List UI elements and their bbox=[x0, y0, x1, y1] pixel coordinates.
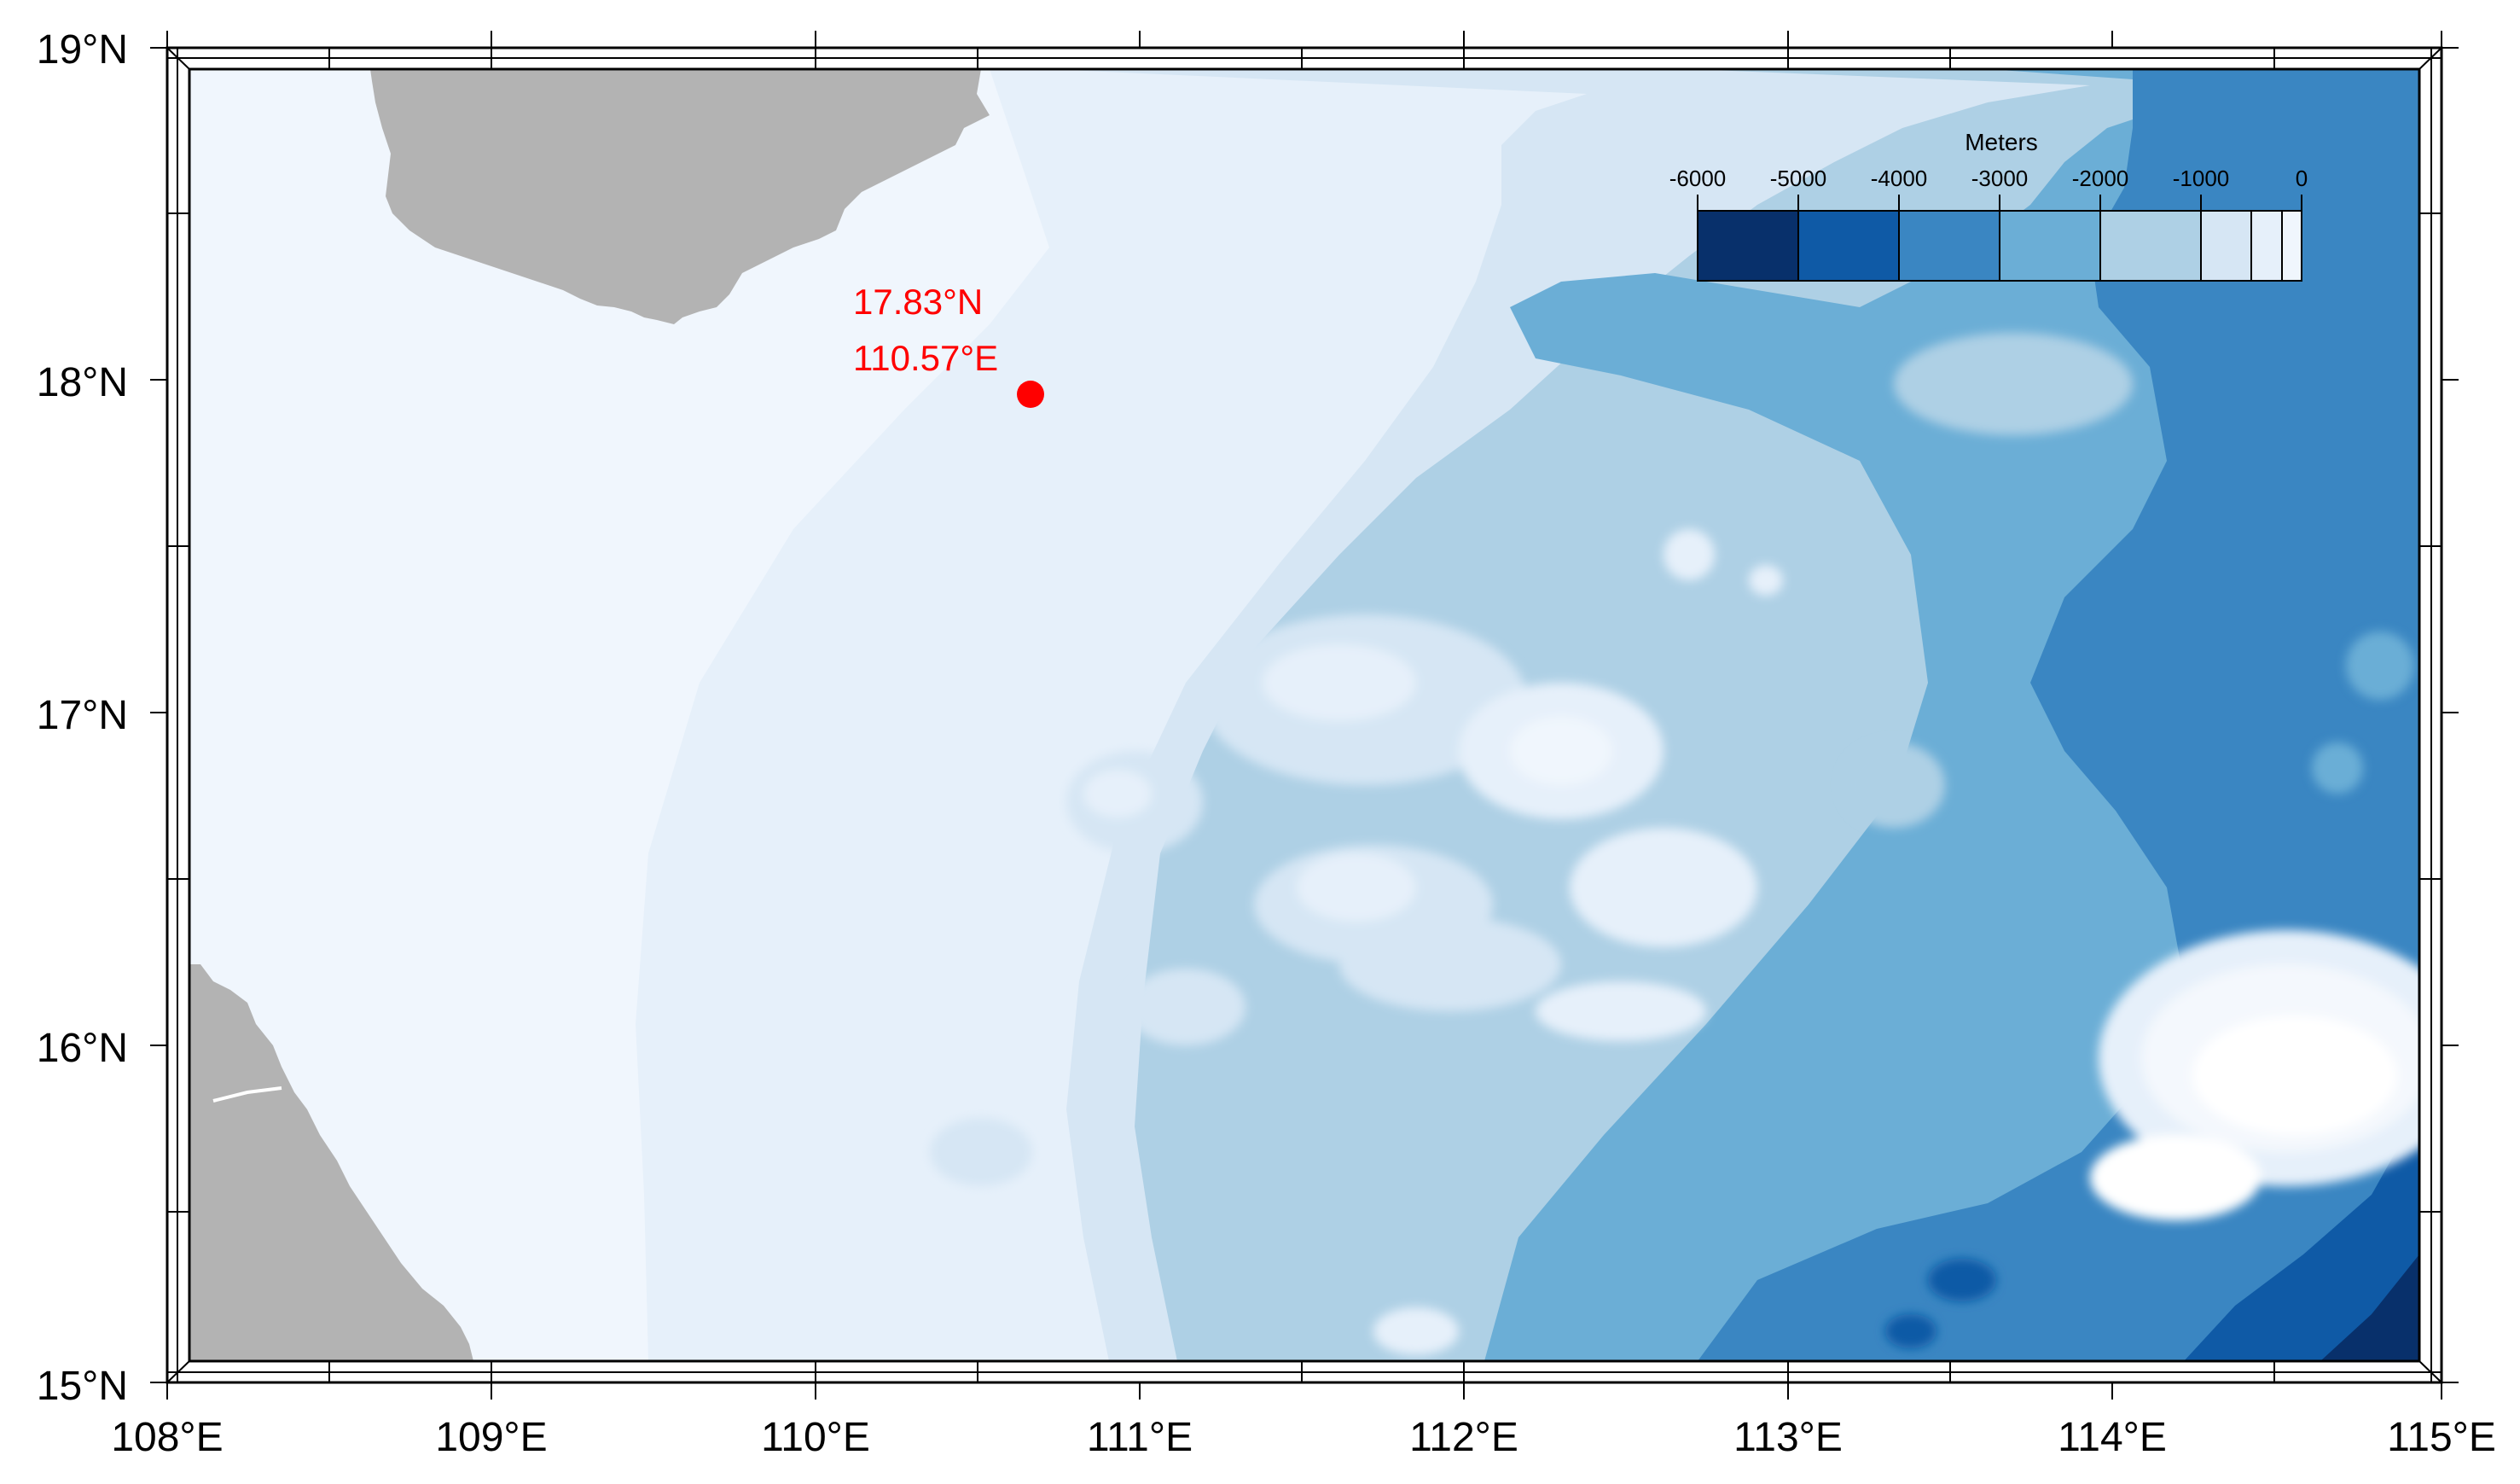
colorbar-bin-3 bbox=[1999, 210, 2101, 282]
colorbar-tick-label: -5000 bbox=[1770, 166, 1827, 191]
colorbar-tick-label: -4000 bbox=[1871, 166, 1928, 191]
lon-label-111: 111°E bbox=[1087, 1415, 1193, 1460]
colorbar-legend: Meters -6000 -5000 -4000 -3000 -2000 -10… bbox=[1669, 129, 2308, 282]
lon-label-115: 115°E bbox=[2387, 1415, 2496, 1460]
station-lat-label: 17.83°N bbox=[853, 282, 983, 322]
lat-label-15: 15°N bbox=[37, 1364, 128, 1409]
plateau-features bbox=[930, 333, 2419, 1355]
lon-label-113: 113°E bbox=[1733, 1415, 1843, 1460]
station-marker[interactable] bbox=[1017, 381, 1044, 408]
lon-label-110: 110°E bbox=[761, 1415, 870, 1460]
lon-label-112: 112°E bbox=[1409, 1415, 1518, 1460]
colorbar-tick-label: -2000 bbox=[2072, 166, 2129, 191]
colorbar-tick-label: 0 bbox=[2296, 166, 2308, 191]
colorbar-tick-label: -6000 bbox=[1669, 166, 1727, 191]
bathymetry-layer bbox=[189, 69, 2419, 1361]
colorbar-bin-4 bbox=[2099, 210, 2202, 282]
lat-label-16: 16°N bbox=[37, 1026, 128, 1071]
lat-label-19: 19°N bbox=[37, 27, 128, 73]
colorbar-tick-label: -1000 bbox=[2173, 166, 2230, 191]
latitude-labels: 19°N 18°N 17°N 16°N 15°N bbox=[37, 27, 128, 1409]
colorbar-ticks: -6000 -5000 -4000 -3000 -2000 -1000 0 bbox=[1669, 166, 2308, 191]
depth-band-5000 bbox=[2320, 1254, 2419, 1361]
colorbar-swatches bbox=[1697, 195, 2302, 282]
hainan-island bbox=[370, 69, 990, 324]
station-lon-label: 110.57°E bbox=[853, 338, 998, 378]
longitude-labels: 108°E 109°E 110°E 111°E 112°E 113°E 114°… bbox=[111, 1415, 2496, 1460]
vietnam-coast bbox=[189, 964, 473, 1361]
station-marker-group: 17.83°N 110.57°E bbox=[853, 282, 1044, 408]
colorbar-bin-2 bbox=[1898, 210, 2000, 282]
colorbar-bin-7 bbox=[2281, 210, 2302, 282]
depth-band-4000 bbox=[2184, 1109, 2419, 1361]
colorbar-tick-label: -3000 bbox=[1971, 166, 2029, 191]
lon-label-109: 109°E bbox=[435, 1415, 547, 1460]
lon-label-114: 114°E bbox=[2058, 1415, 2167, 1460]
map-frame bbox=[150, 31, 2459, 1400]
colorbar-title: Meters bbox=[1965, 129, 2038, 155]
colorbar-bin-6 bbox=[2250, 210, 2283, 282]
colorbar-bin-1 bbox=[1797, 210, 1900, 282]
colorbar-bin-0 bbox=[1697, 210, 1799, 282]
river-mark bbox=[212, 1086, 282, 1103]
lat-label-18: 18°N bbox=[37, 360, 128, 405]
lat-label-17: 17°N bbox=[37, 693, 128, 738]
colorbar-bin-5 bbox=[2200, 210, 2252, 282]
lon-label-108: 108°E bbox=[111, 1415, 223, 1460]
